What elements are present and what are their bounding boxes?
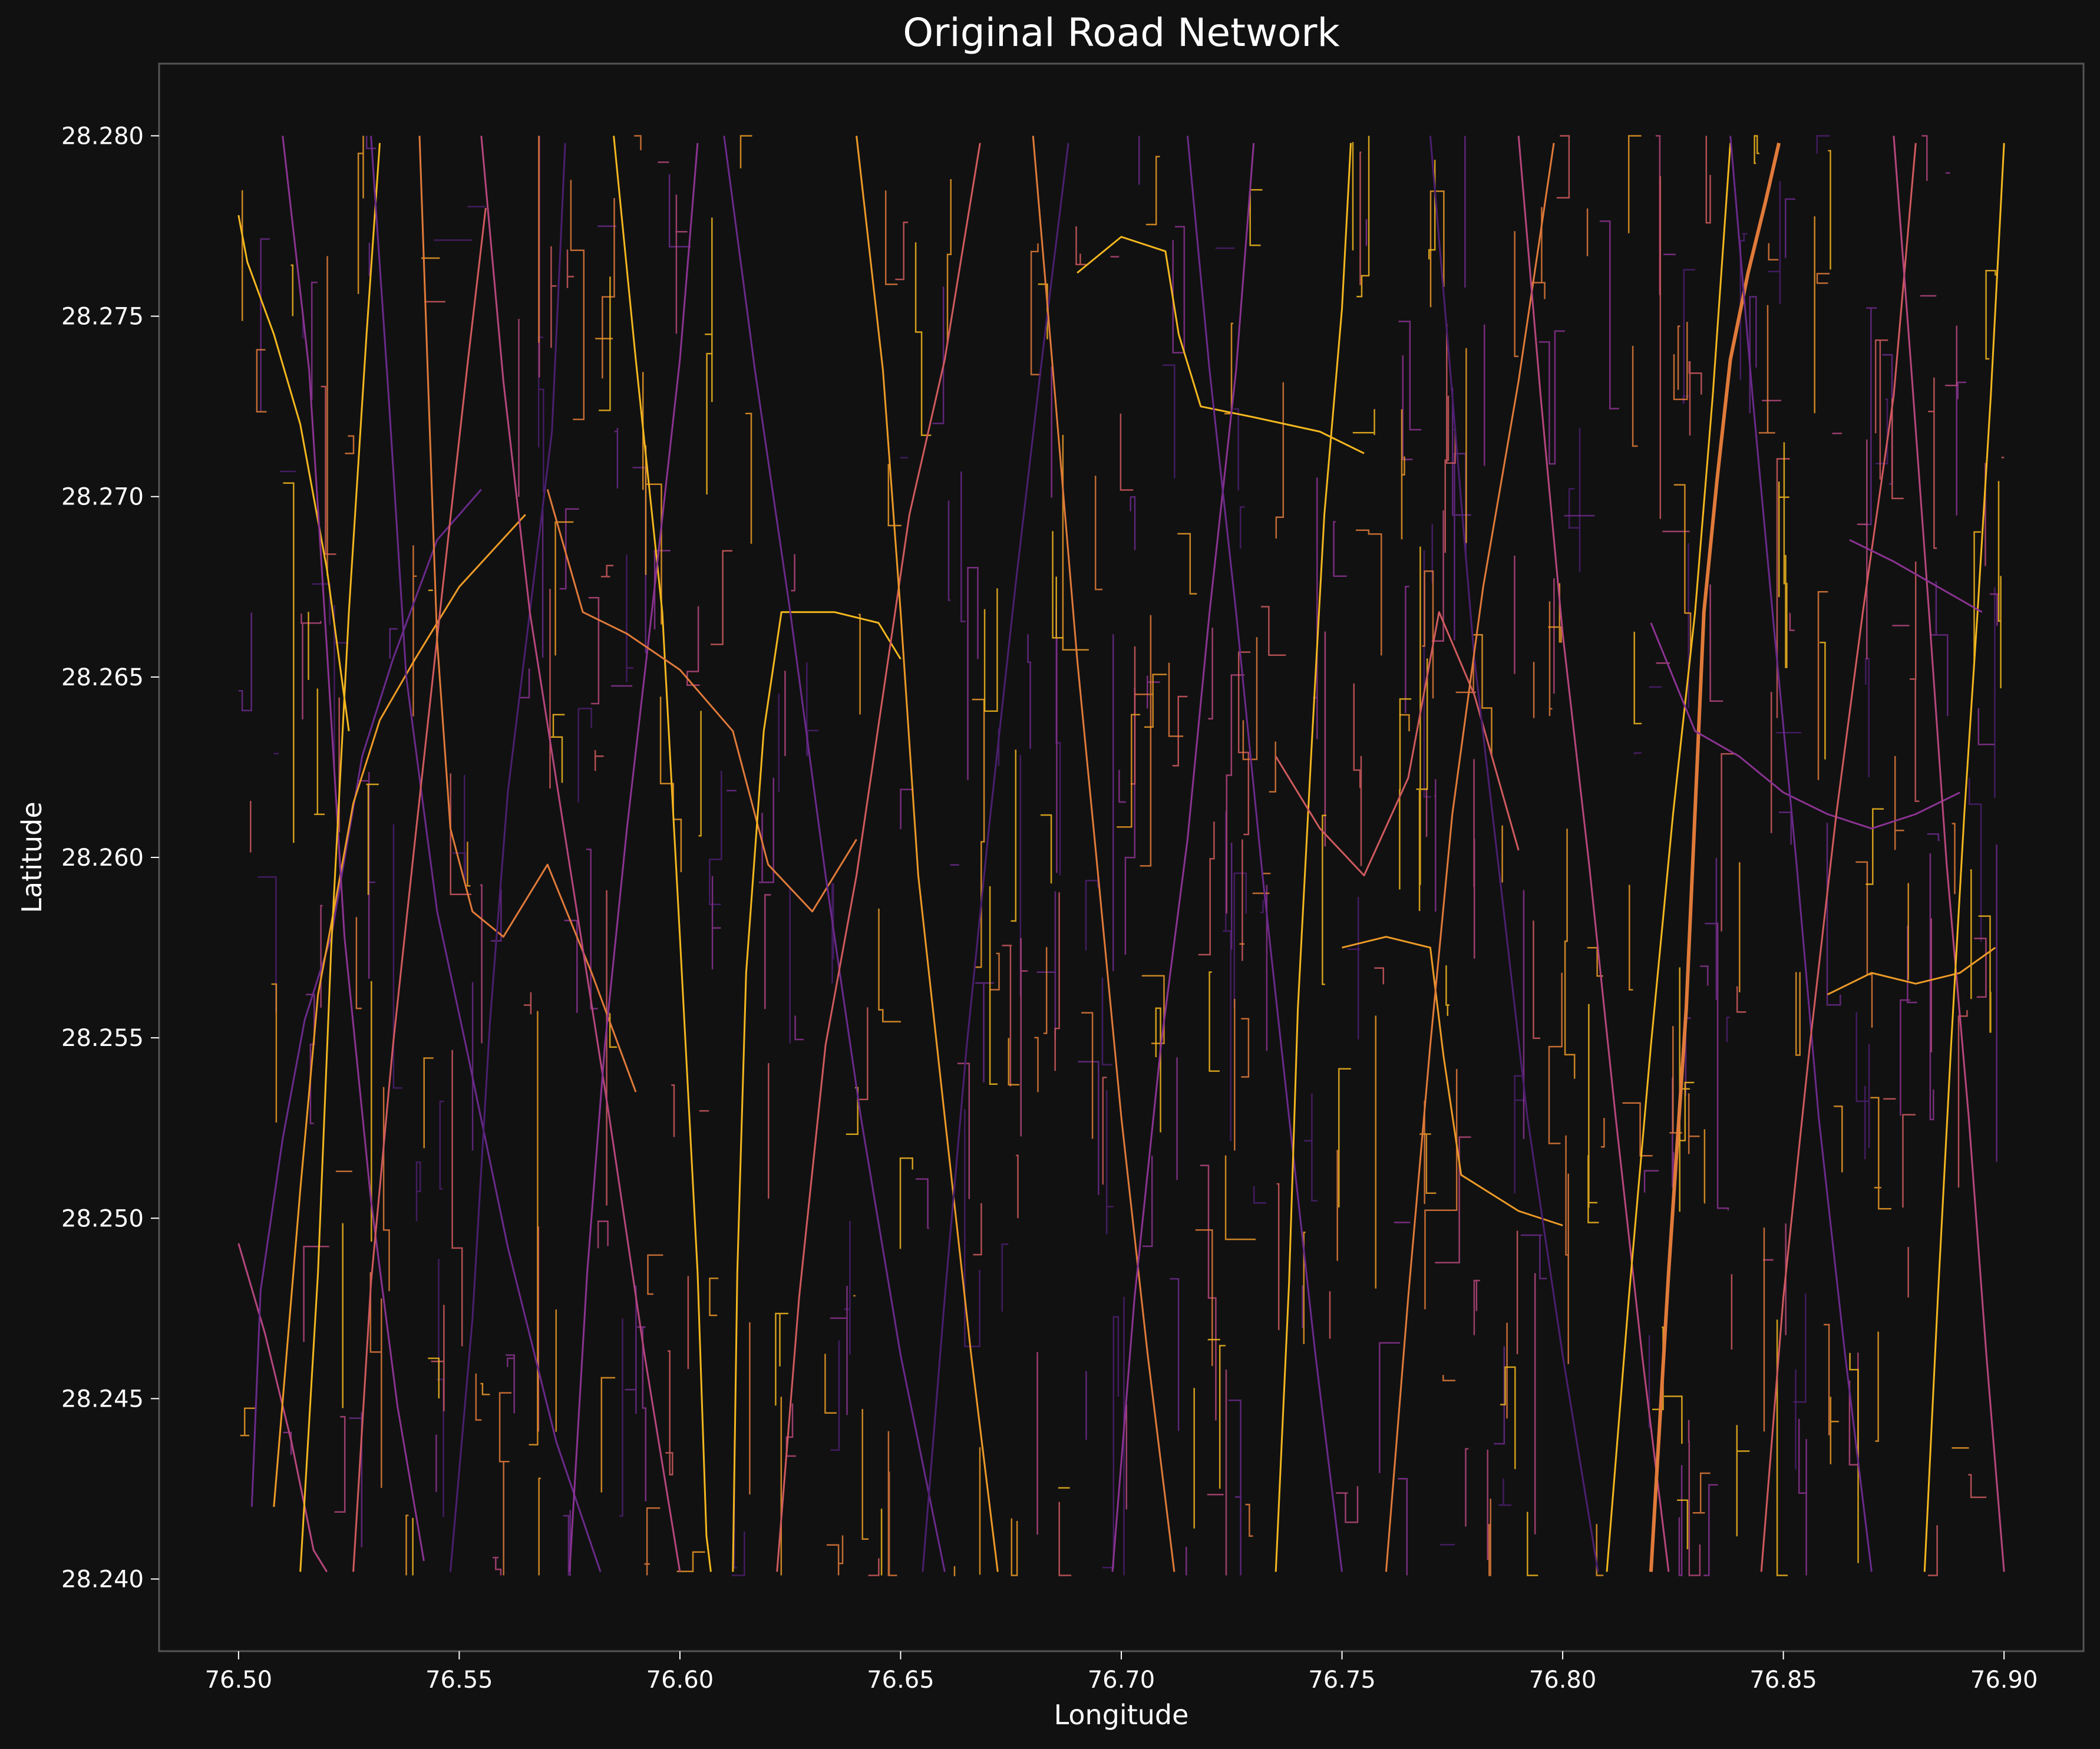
y-tick-label-1: 28.245 <box>61 1385 144 1413</box>
road-line-0 <box>237 214 350 731</box>
y-tick-label-6: 28.270 <box>61 484 144 511</box>
x-tick-label-6: 76.80 <box>1529 1666 1597 1694</box>
road-line-27 <box>1385 143 1555 1572</box>
x-axis-ticks: 76.50 76.55 76.60 76.65 76.70 76.75 76.80 76.85… <box>205 1651 2038 1694</box>
road-line-31 <box>1650 622 1960 830</box>
road-line-30 <box>1649 143 1781 1572</box>
y-tick-label-5: 28.265 <box>61 664 144 691</box>
road-line-33 <box>1760 143 1917 1572</box>
road-line-28 <box>1517 136 1670 1572</box>
road-line-11 <box>613 136 712 1572</box>
road-line-21 <box>1111 143 1255 1572</box>
road-line-29 <box>1606 143 1732 1572</box>
road-line-1 <box>237 1243 328 1573</box>
x-tick-label-1: 76.55 <box>425 1666 493 1694</box>
road-line-23 <box>1274 143 1352 1572</box>
road-line-22 <box>1186 136 1343 1572</box>
road-line-13 <box>546 489 857 913</box>
road-line-12 <box>569 143 699 1572</box>
x-tick-label-4: 76.70 <box>1088 1666 1155 1694</box>
road-line-15 <box>723 136 946 1572</box>
x-tick-label-3: 76.65 <box>867 1666 935 1694</box>
chart-title: Original Road Network <box>903 10 1340 55</box>
road-line-26 <box>1429 136 1599 1572</box>
y-tick-label-0: 28.240 <box>61 1566 144 1593</box>
x-tick-label-5: 76.75 <box>1308 1666 1376 1694</box>
y-tick-label-7: 28.275 <box>61 303 144 331</box>
road-line-10 <box>480 136 681 1572</box>
road-texture-4 <box>250 135 2005 1576</box>
road-line-6 <box>370 136 602 1572</box>
road-line-7 <box>352 207 487 1572</box>
y-tick-label-4: 28.260 <box>61 844 144 872</box>
road-texture-1 <box>238 136 1997 1576</box>
road-line-5 <box>299 143 381 1572</box>
road-line-24 <box>1274 611 1520 877</box>
y-tick-label-2: 28.250 <box>61 1205 144 1232</box>
road-line-17 <box>856 136 999 1572</box>
road-line-16 <box>776 143 981 1572</box>
y-axis-title: Latitude <box>16 801 48 913</box>
y-tick-label-3: 28.255 <box>61 1025 144 1052</box>
road-segments <box>237 135 2005 1576</box>
road-line-32 <box>1729 136 1873 1572</box>
road-texture-2 <box>283 172 1999 1576</box>
x-tick-label-8: 76.90 <box>1970 1666 2038 1694</box>
x-tick-label-2: 76.60 <box>646 1666 714 1694</box>
road-texture-7 <box>283 135 2002 1576</box>
x-tick-label-0: 76.50 <box>205 1666 273 1694</box>
road-texture-0 <box>257 135 1996 1576</box>
road-line-9 <box>449 143 566 1572</box>
road-line-34 <box>1827 946 1996 996</box>
road-line-14 <box>732 611 902 1572</box>
x-axis-title: Longitude <box>1054 1699 1189 1731</box>
road-line-4 <box>282 136 425 1562</box>
road-line-35 <box>1893 136 2005 1572</box>
road-line-20 <box>1032 136 1176 1572</box>
road-line-18 <box>922 143 1069 1572</box>
road-line-19 <box>1077 236 1365 454</box>
y-tick-label-8: 28.280 <box>61 123 144 150</box>
y-axis-ticks: 28.240 28.245 28.250 28.255 28.260 28.265 28.2… <box>61 123 159 1593</box>
x-tick-label-7: 76.85 <box>1749 1666 1817 1694</box>
road-line-36 <box>1923 143 2005 1572</box>
road-line-37 <box>1849 539 1983 613</box>
road-line-3 <box>273 514 526 1507</box>
road-line-25 <box>1342 936 1563 1226</box>
road-line-8 <box>418 136 637 1093</box>
